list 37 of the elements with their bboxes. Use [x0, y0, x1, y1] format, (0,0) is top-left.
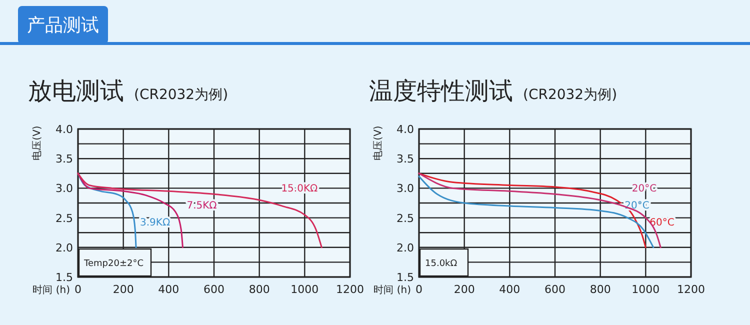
chart-subtitle: (CR2032为例) [523, 87, 618, 103]
x-tick-label: 800 [248, 283, 270, 296]
y-tick-label: 2.0 [56, 241, 73, 254]
y-tick-label: 2.5 [396, 212, 414, 225]
y-tick-label: 1.5 [396, 271, 414, 284]
y-tick-label: 4.0 [56, 123, 73, 136]
x-tick-label: 1000 [290, 283, 319, 296]
text: 产品测试 [27, 15, 99, 36]
x-tick-label: 1200 [677, 283, 705, 296]
y-tick-label: 2.0 [396, 241, 414, 254]
x-tick-label: 400 [158, 283, 180, 296]
y-tick-label: 3.0 [396, 182, 414, 196]
y-tick-label: 1.5 [56, 271, 73, 284]
annotation: Temp20±2°C [83, 259, 144, 269]
y-tick-label: 3.0 [56, 182, 73, 196]
x-tick-label: 200 [454, 283, 475, 296]
x-tick-label: 0 [74, 283, 82, 296]
x-tick-label: 1000 [632, 283, 660, 296]
x-axis-title: 时间 (h) [374, 284, 412, 296]
y-tick-label: 3.5 [396, 152, 414, 166]
x-axis-title: 时间 (h) [32, 284, 70, 296]
chart-subtitle: (CR2032为例) [134, 87, 228, 103]
x-tick-label: 200 [112, 283, 134, 296]
y-tick-label: 2.5 [56, 212, 73, 225]
chart-title: 温度特性测试 [369, 77, 513, 105]
chart-title: 放电测试 [28, 77, 124, 105]
y-axis-title: 电压(V) [31, 126, 43, 160]
x-tick-label: 800 [590, 283, 611, 296]
y-axis-title: 电压(V) [372, 126, 384, 160]
x-tick-label: 600 [204, 283, 224, 296]
y-tick-label: 3.5 [56, 152, 73, 166]
x-tick-label: 0 [416, 283, 422, 296]
x-tick-label: 400 [499, 283, 520, 296]
x-tick-label: 1200 [336, 283, 364, 296]
x-tick-label: 600 [544, 283, 566, 296]
annotation: 15.0kΩ [425, 259, 458, 269]
y-tick-label: 4.0 [396, 123, 414, 136]
